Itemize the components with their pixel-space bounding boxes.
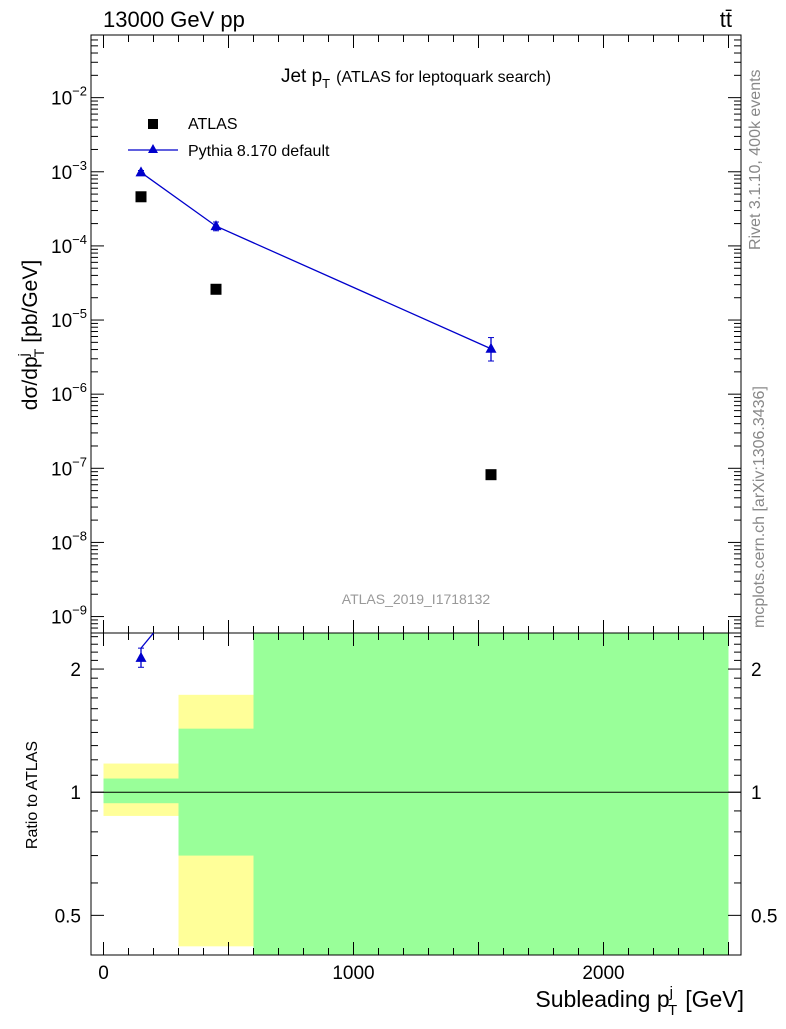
ratio-ytick-label-right-1: 1 [751,783,762,804]
xlabel-pre: Subleading p [535,986,669,1012]
ratio-xtick-label-2: 2000 [582,963,624,984]
ratio-ytick-label-right-0: 0.5 [751,906,777,927]
main-ylabel: dσ/dpjT [pb/GeV] [15,260,47,410]
legend: ATLAS Pythia 8.170 default [128,116,330,160]
main-ytick-label-5: 10−4 [51,232,87,258]
legend-atlas-marker [148,119,158,129]
pythia-line [140,171,492,350]
ratio-line-0 [140,632,155,649]
main-ytick-label-1: 10−8 [51,528,87,554]
ratio-ytick-label-1: 1 [70,783,81,804]
rivet-label: Rivet 3.1.10, 400k events [747,69,764,250]
ratio-xtick-label-0: 0 [98,963,109,984]
band-green-0 [103,778,179,804]
title-rest: (ATLAS for leptoquark search) [336,69,551,86]
main-ytick-label-3: 10−6 [51,380,87,406]
title-main: Jet p [281,66,322,87]
main-ytick-label-4: 10−5 [51,306,87,332]
process-label: tt̄ [720,7,732,32]
ylabel-sup: j [15,353,31,357]
ratio-xtick-label-1: 1000 [332,963,374,984]
atlas-point-1 [210,283,222,295]
band-green-2 [253,633,729,955]
ylabel-pre: dσ/dp [19,356,42,410]
ratio-point-0 [135,651,147,662]
legend-pythia-marker [148,144,158,153]
title-sub: T [322,76,330,91]
legend-pythia-label: Pythia 8.170 default [188,143,330,160]
xlabel-sup: j [669,984,673,1001]
main-plot-title: Jet pT (ATLAS for leptoquark search) [281,66,551,91]
ratio-plot-frame [90,632,742,956]
pythia-point-0 [135,166,147,177]
collision-label: 13000 GeV pp [103,7,245,32]
ylabel-sub: T [31,348,47,357]
xlabel: Subleading pj T [GeV] [535,984,744,1019]
chart-marks: 10−9 10−8 10−7 10−6 10−5 10−4 10−3 10−2 0 1000 200… [51,34,777,984]
main-ytick-label-0: 10−9 [51,603,87,629]
xlabel-post: [GeV] [685,986,744,1012]
ratio-ytick-label-2: 2 [70,660,81,681]
pythia-point-1 [210,220,222,231]
analysis-watermark: ATLAS_2019_I1718132 [342,591,491,607]
site-label: mcplots.cern.ch [arXiv:1306.3436] [751,386,768,628]
legend-atlas-label: ATLAS [188,116,238,133]
main-ytick-label-6: 10−3 [51,158,87,184]
ratio-ytick-label-0: 0.5 [55,906,81,927]
pythia-point-2 [485,342,497,353]
ylabel-post: [pb/GeV] [19,260,42,343]
main-ytick-label-2: 10−7 [51,454,87,480]
main-ytick-label-7: 10−2 [51,84,87,110]
atlas-point-0 [135,191,147,203]
ratio-ytick-label-right-2: 2 [751,660,762,681]
ratio-ylabel: Ratio to ATLAS [24,741,41,849]
atlas-point-2 [485,469,497,481]
xlabel-sub: T [668,1002,677,1019]
